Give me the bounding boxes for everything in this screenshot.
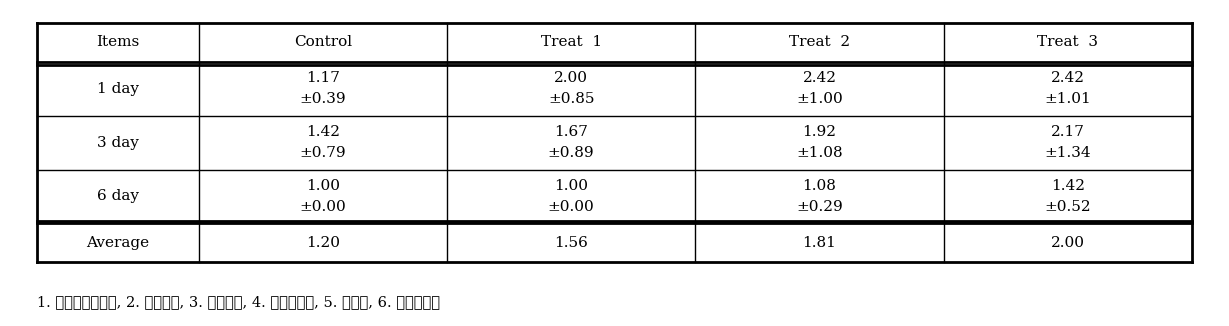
Text: Treat  2: Treat 2 bbox=[789, 36, 850, 49]
Text: ±1.00: ±1.00 bbox=[796, 92, 843, 106]
Text: 2.00: 2.00 bbox=[554, 71, 589, 85]
Text: ±1.01: ±1.01 bbox=[1045, 92, 1091, 106]
Text: ±0.89: ±0.89 bbox=[548, 146, 595, 160]
Text: 1.81: 1.81 bbox=[803, 236, 837, 250]
Text: 1.42: 1.42 bbox=[1051, 179, 1085, 193]
Text: 2.42: 2.42 bbox=[803, 71, 837, 85]
Text: 2.00: 2.00 bbox=[1051, 236, 1085, 250]
Text: 1.67: 1.67 bbox=[554, 125, 589, 139]
Text: 1.00: 1.00 bbox=[554, 179, 589, 193]
Text: 2.42: 2.42 bbox=[1051, 71, 1085, 85]
Text: ±0.52: ±0.52 bbox=[1045, 200, 1091, 214]
Text: Control: Control bbox=[294, 36, 351, 49]
Text: ±0.39: ±0.39 bbox=[300, 92, 347, 106]
Text: 2.17: 2.17 bbox=[1051, 125, 1085, 139]
Text: 1.00: 1.00 bbox=[306, 179, 339, 193]
Text: ±0.79: ±0.79 bbox=[300, 146, 347, 160]
Text: 1.20: 1.20 bbox=[306, 236, 339, 250]
Text: Treat  3: Treat 3 bbox=[1037, 36, 1099, 49]
Text: ±1.34: ±1.34 bbox=[1045, 146, 1091, 160]
Text: ±0.00: ±0.00 bbox=[548, 200, 595, 214]
Text: Items: Items bbox=[96, 36, 139, 49]
Text: 1.17: 1.17 bbox=[306, 71, 339, 85]
Text: 6 day: 6 day bbox=[97, 189, 139, 203]
Text: 1.42: 1.42 bbox=[306, 125, 339, 139]
Text: Treat  1: Treat 1 bbox=[541, 36, 602, 49]
Text: ±0.00: ±0.00 bbox=[300, 200, 347, 214]
Text: ±0.85: ±0.85 bbox=[548, 92, 595, 106]
Text: Average: Average bbox=[86, 236, 149, 250]
Text: 1.56: 1.56 bbox=[554, 236, 589, 250]
Text: ±0.29: ±0.29 bbox=[796, 200, 843, 214]
Text: 1. 전혀나지않는다, 2. 조금난다, 3. 보통이다, 4. 조금심하다, 5. 심하다, 6. 매우심하다: 1. 전혀나지않는다, 2. 조금난다, 3. 보통이다, 4. 조금심하다, … bbox=[37, 295, 440, 309]
Text: ±1.08: ±1.08 bbox=[796, 146, 843, 160]
Text: 1.92: 1.92 bbox=[803, 125, 837, 139]
Text: 3 day: 3 day bbox=[97, 136, 139, 150]
Text: 1 day: 1 day bbox=[97, 82, 139, 96]
Text: 1.08: 1.08 bbox=[803, 179, 837, 193]
